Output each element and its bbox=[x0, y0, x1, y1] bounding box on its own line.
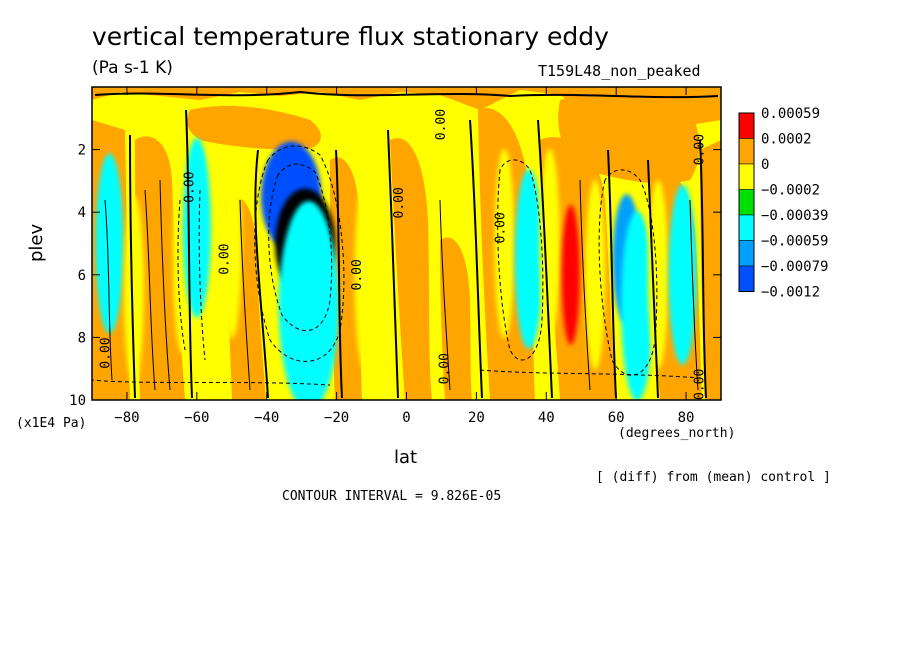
x-tick-label-5: 20 bbox=[468, 410, 485, 426]
feature-blob-9 bbox=[354, 179, 375, 370]
feature-blob-16 bbox=[621, 211, 654, 400]
y-tick-label-0: 2 bbox=[78, 143, 86, 159]
color-legend: 0.00059 0.0002 0 −0.0002 −0.00039 −0.00059 −0.… bbox=[738, 106, 828, 301]
contour-label-8: 0.00 bbox=[693, 134, 708, 165]
x-axis-label: lat bbox=[394, 447, 418, 468]
contour-line-dashed bbox=[92, 189, 701, 386]
contour-line bbox=[439, 199, 451, 391]
contour-line bbox=[607, 149, 617, 399]
legend-swatch-3 bbox=[738, 189, 755, 216]
x-tick-label-7: 60 bbox=[608, 410, 625, 426]
contour-line bbox=[469, 119, 483, 399]
y-tick-label-1: 4 bbox=[78, 205, 86, 221]
x-tick-label-1: −60 bbox=[184, 410, 209, 426]
contour-label-4: 0.00 bbox=[350, 259, 365, 290]
x-tick-label-3: −20 bbox=[324, 410, 349, 426]
contour-line bbox=[104, 199, 113, 381]
feature-blob-13 bbox=[561, 204, 580, 345]
contour-line bbox=[699, 139, 707, 399]
contour-label-7: 0.00 bbox=[493, 212, 508, 243]
contour-label-0: 0.00 bbox=[182, 172, 197, 203]
legend-label-1: 0.0002 bbox=[761, 132, 812, 148]
diff-note: [ (diff) from (mean) control ] bbox=[596, 470, 831, 485]
contour-label-9: 0.00 bbox=[693, 369, 708, 400]
contour-line bbox=[647, 159, 659, 399]
feature-blob-14 bbox=[585, 179, 606, 370]
legend-swatch-2 bbox=[738, 163, 755, 190]
x-tick-label-0: −80 bbox=[114, 410, 139, 426]
feature-blob-2 bbox=[123, 195, 144, 386]
orange-region-upper-mid bbox=[187, 105, 321, 150]
contour-line bbox=[579, 179, 591, 391]
y-tick-label-4: 10 bbox=[69, 393, 86, 409]
contour-line bbox=[254, 149, 269, 399]
x-tick-label-2: −40 bbox=[254, 410, 279, 426]
legend-swatch-0 bbox=[738, 112, 755, 139]
contour-line-dashed bbox=[598, 169, 658, 376]
chart-units: (Pa s-1 K) bbox=[92, 58, 173, 78]
legend-label-4: −0.00039 bbox=[761, 208, 828, 224]
contour-line bbox=[239, 199, 251, 391]
contour-line bbox=[94, 90, 719, 99]
feature-blob-17 bbox=[648, 179, 669, 370]
contour-lines bbox=[92, 90, 719, 399]
feature-blob-12 bbox=[539, 148, 560, 339]
contour-line bbox=[144, 189, 156, 391]
orange-column-pole-edge bbox=[700, 140, 721, 400]
contour-line bbox=[159, 179, 171, 391]
x-tick-label-4: 0 bbox=[402, 410, 410, 426]
run-label: T159L48_non_peaked bbox=[538, 62, 701, 80]
y-tick-label-3: 8 bbox=[78, 330, 86, 346]
contour-line bbox=[129, 134, 136, 399]
orange-region-upper-right bbox=[558, 94, 700, 184]
x-axis-unit: (degrees_north) bbox=[618, 426, 736, 441]
contour-line-dashed bbox=[254, 145, 345, 362]
legend-swatch-4 bbox=[738, 214, 755, 241]
contour-labels: 0.00 0.00 0.00 0.00 0.00 0.00 0.00 0.00 0.00 0.00 bbox=[98, 109, 707, 400]
legend-label-3: −0.0002 bbox=[761, 183, 820, 199]
contour-line bbox=[335, 149, 343, 399]
contour-label-5: 0.00 bbox=[98, 337, 113, 368]
feature-blob-5 bbox=[221, 148, 242, 339]
orange-region-top-band bbox=[92, 87, 721, 125]
feature-blob-18 bbox=[668, 184, 697, 365]
y-axis-unit: (x1E4 Pa) bbox=[16, 416, 87, 431]
x-axis: −80 −60 −40 −20 0 20 40 60 80 bbox=[114, 87, 694, 426]
contour-line bbox=[689, 199, 699, 391]
y-axis: 2 4 6 8 10 bbox=[69, 143, 721, 409]
x-tick-label-6: 40 bbox=[538, 410, 555, 426]
legend-label-7: −0.0012 bbox=[761, 285, 820, 301]
feature-blob-8 bbox=[278, 201, 339, 400]
contour-interval: CONTOUR INTERVAL = 9.826E-05 bbox=[282, 489, 502, 504]
contour-line-dashed bbox=[268, 163, 333, 332]
feature-blob-11 bbox=[514, 169, 543, 350]
legend-swatch-6 bbox=[738, 265, 755, 292]
contour-line bbox=[387, 129, 399, 399]
feature-blob-10 bbox=[494, 148, 515, 339]
contour-label-3: 0.00 bbox=[217, 243, 232, 274]
contour-label-6: 0.00 bbox=[437, 353, 452, 384]
x-tick-label-8: 80 bbox=[678, 410, 695, 426]
contour-line-dashed bbox=[497, 159, 544, 361]
y-tick-label-2: 6 bbox=[78, 268, 86, 284]
legend-label-6: −0.00079 bbox=[761, 259, 828, 275]
chart-title: vertical temperature flux stationary edd… bbox=[92, 22, 609, 51]
contour-line bbox=[537, 119, 553, 399]
legend-label-0: 0.00059 bbox=[761, 106, 820, 122]
legend-swatch-5 bbox=[738, 240, 755, 267]
legend-swatch-1 bbox=[738, 138, 755, 165]
legend-label-2: 0 bbox=[761, 157, 769, 173]
feature-blob-1 bbox=[141, 179, 162, 370]
legend-frame bbox=[738, 112, 755, 292]
feature-layer bbox=[95, 137, 697, 400]
feature-blob-0 bbox=[95, 153, 124, 334]
contour-label-1: 0.00 bbox=[434, 109, 449, 140]
legend-label-5: −0.00059 bbox=[761, 234, 828, 250]
orange-column-equator bbox=[390, 138, 432, 400]
contour-label-2: 0.00 bbox=[392, 187, 407, 218]
contour-line bbox=[185, 109, 193, 399]
